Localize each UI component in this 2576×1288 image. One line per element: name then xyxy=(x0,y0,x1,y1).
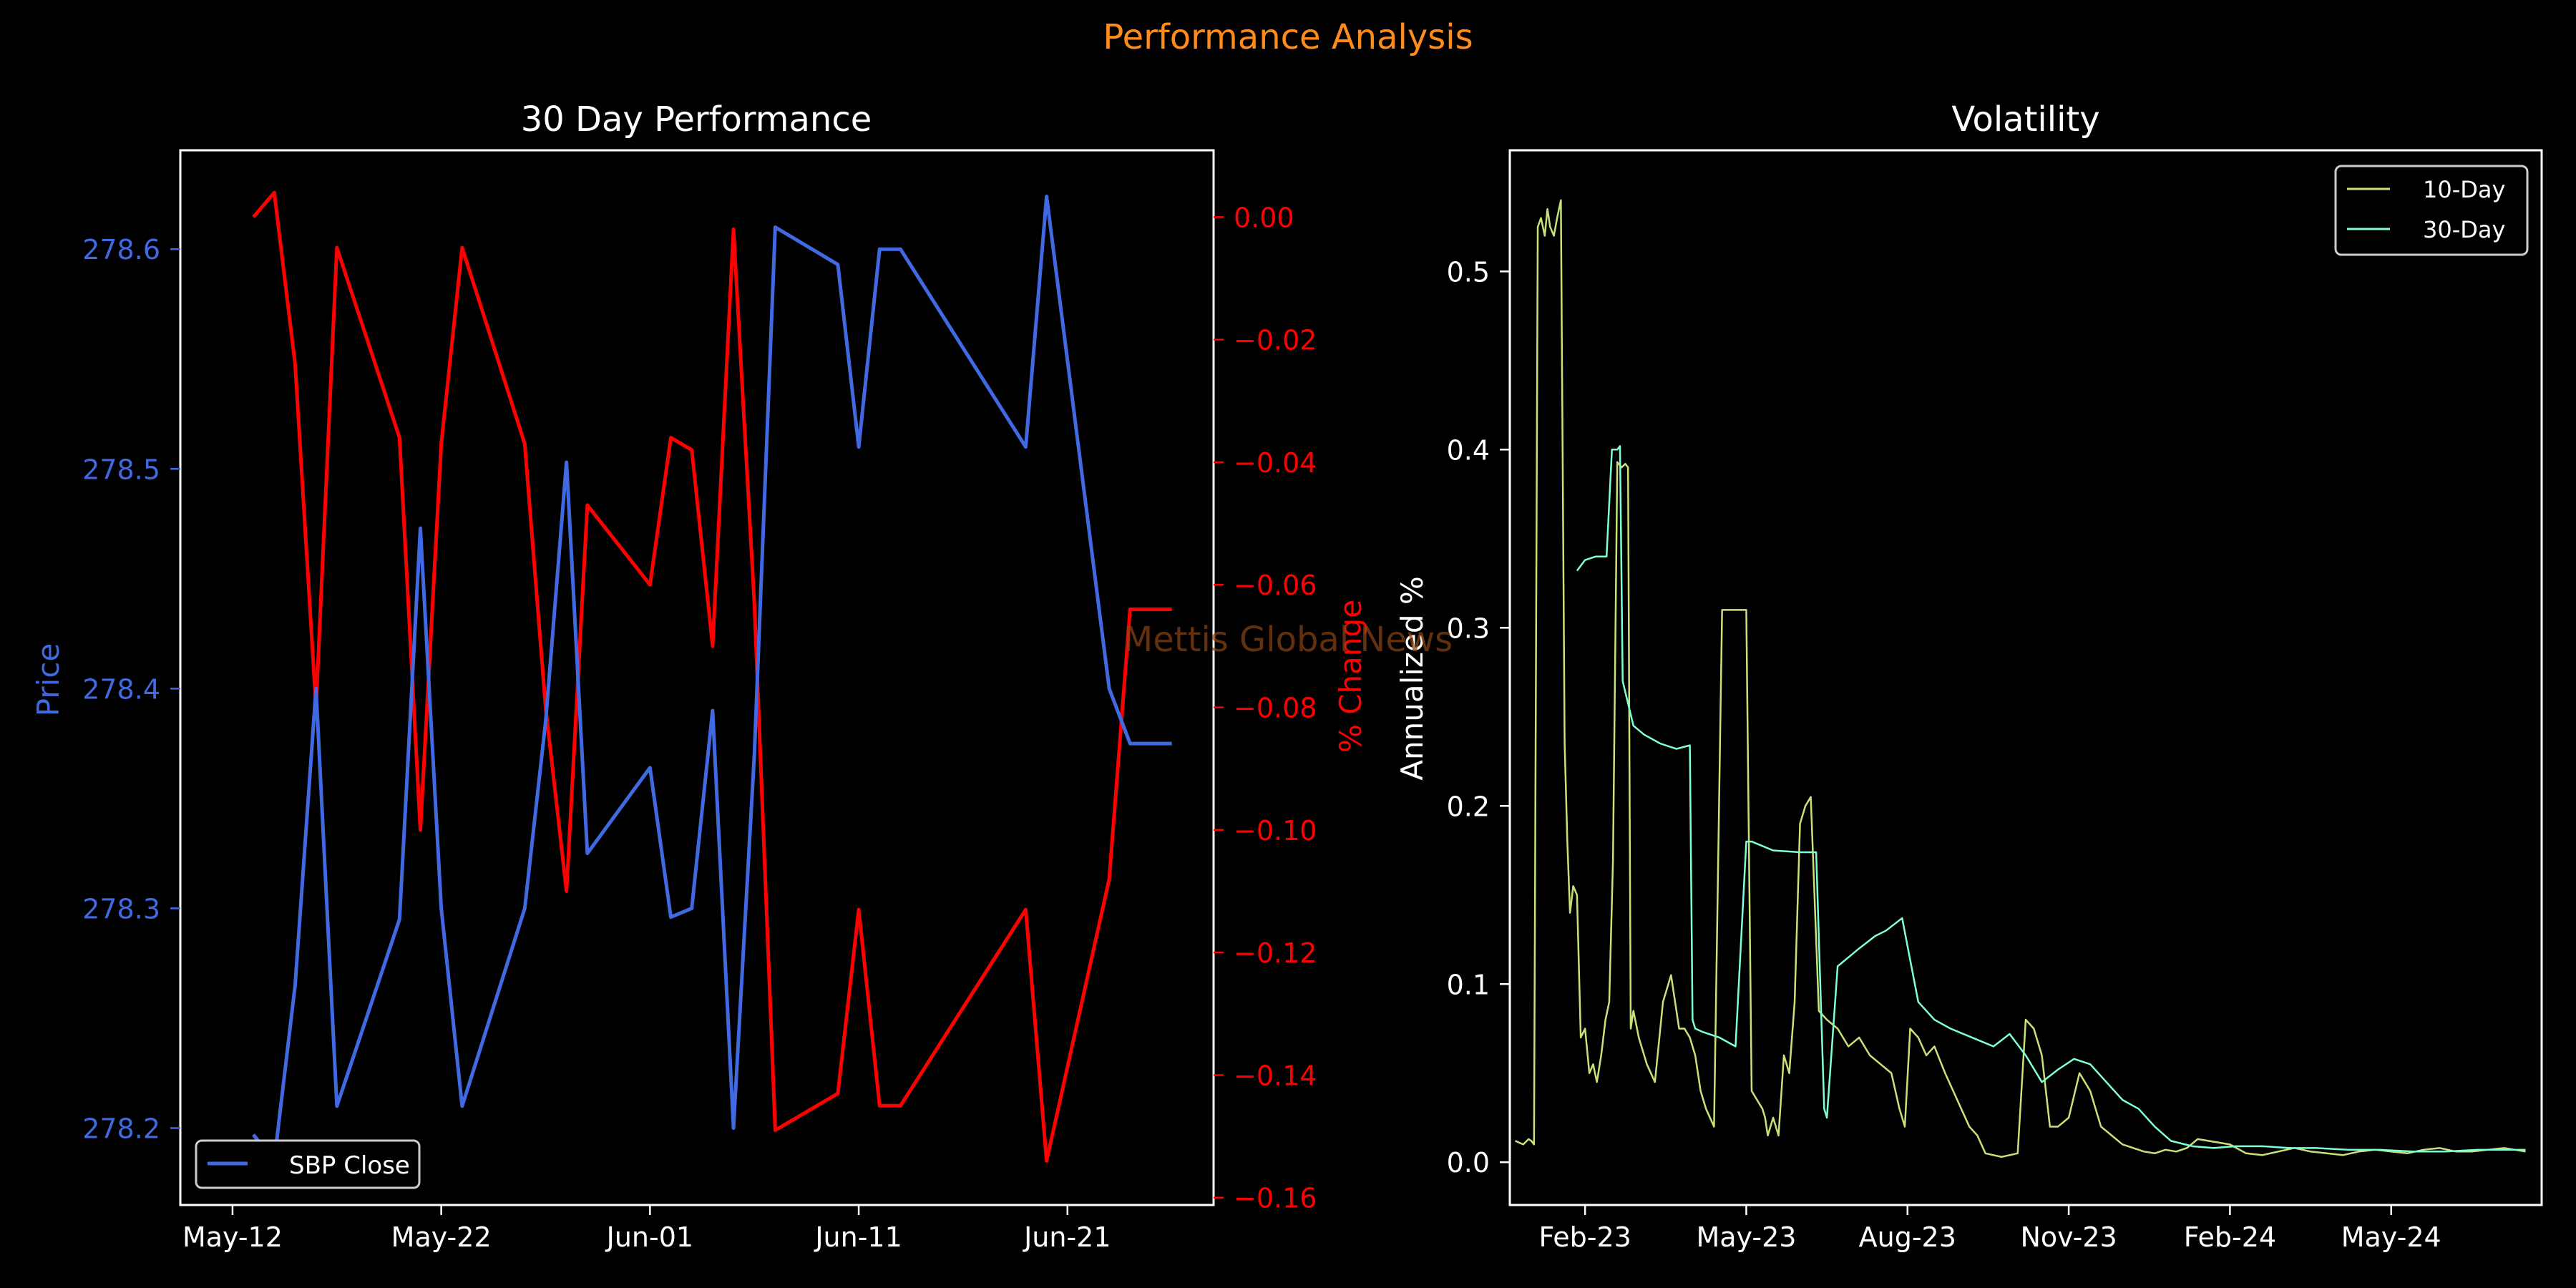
right-x-tick-label: Feb-24 xyxy=(2184,1221,2276,1253)
right-legend: 10-Day 30-Day xyxy=(2334,165,2529,256)
watermark: Mettis Global News xyxy=(1123,620,1453,660)
price-y-tick-label: 278.5 xyxy=(82,454,160,485)
change-y-tick-label: −0.14 xyxy=(1234,1060,1317,1091)
right-y-tick-label: 0.4 xyxy=(1447,434,1490,466)
left-chart-title: 30 Day Performance xyxy=(521,99,872,140)
figure-title: Performance Analysis xyxy=(1103,17,1473,57)
left-x-tick-label: Jun-21 xyxy=(1023,1221,1111,1253)
legend-label-sbp-close: SBP Close xyxy=(289,1151,410,1180)
price-y-tick-label: 278.4 xyxy=(82,673,160,705)
change-y-tick-label: −0.04 xyxy=(1234,447,1317,479)
right-y-axis-label: % Change xyxy=(1333,600,1368,753)
volatility-chart: Volatility Feb-23 May-23 Aug-23 Nov-23 Feb-2… xyxy=(1395,99,2543,1253)
left-legend: SBP Close xyxy=(195,1139,421,1189)
change-y-tick-label: −0.16 xyxy=(1234,1183,1317,1214)
right-y-tick-label: 0.2 xyxy=(1447,791,1490,822)
series-line-sbp-close xyxy=(252,194,1172,1163)
price-y-tick-label: 278.2 xyxy=(82,1113,160,1145)
price-y-tick-label: 278.3 xyxy=(82,893,160,924)
change-y-tick-label: −0.08 xyxy=(1234,693,1317,724)
left-x-tick-label: May-22 xyxy=(391,1221,492,1253)
right-y-tick-label: 0.0 xyxy=(1447,1147,1490,1179)
change-y-tick-label: 0.00 xyxy=(1234,202,1294,233)
series-line-30-day xyxy=(1576,445,2526,1153)
series-line-10-day xyxy=(1515,199,2526,1158)
series-line-pct-change xyxy=(252,190,1172,1163)
left-plot-frame xyxy=(179,149,1215,1206)
left-x-tick-label: Jun-01 xyxy=(605,1221,693,1253)
right-x-tick-label: Aug-23 xyxy=(1859,1221,1956,1253)
left-x-tick-label: Jun-11 xyxy=(814,1221,902,1253)
change-y-tick-label: −0.10 xyxy=(1234,815,1317,847)
right-y-tick-label: 0.1 xyxy=(1447,969,1490,1000)
legend-label-30-day: 30-Day xyxy=(2423,216,2505,243)
left-x-tick-label: May-12 xyxy=(182,1221,283,1253)
right-x-tick-label: May-24 xyxy=(2341,1221,2441,1253)
right-plot-area: Feb-23 May-23 Aug-23 Nov-23 Feb-24 May-24 0.0 0… xyxy=(1447,149,2543,1253)
change-y-tick-label: −0.12 xyxy=(1234,937,1317,969)
change-y-tick-label: −0.02 xyxy=(1234,325,1317,356)
right-x-tick-label: May-23 xyxy=(1696,1221,1796,1253)
right-chart-title: Volatility xyxy=(1951,99,2099,140)
legend-label-10-day: 10-Day xyxy=(2423,176,2505,203)
right-x-tick-label: Nov-23 xyxy=(2020,1221,2117,1253)
price-y-tick-label: 278.6 xyxy=(82,234,160,265)
right-y-tick-label: 0.5 xyxy=(1447,256,1490,288)
right-y-tick-label: 0.3 xyxy=(1447,613,1490,644)
right-plot-frame xyxy=(1508,149,2543,1206)
left-legend-box xyxy=(195,1139,421,1189)
left-plot-area: May-12 May-22 Jun-01 Jun-11 Jun-21 278.2 278.3… xyxy=(82,149,1317,1253)
change-y-tick-label: −0.06 xyxy=(1234,570,1317,601)
right-chart-y-axis-label: Annualized % xyxy=(1395,576,1430,780)
left-y-axis-label: Price xyxy=(31,643,66,716)
price-performance-chart: 30 Day Performance May-12 May-22 Jun-01 Jun… xyxy=(31,99,1368,1253)
right-x-tick-label: Feb-23 xyxy=(1538,1221,1631,1253)
